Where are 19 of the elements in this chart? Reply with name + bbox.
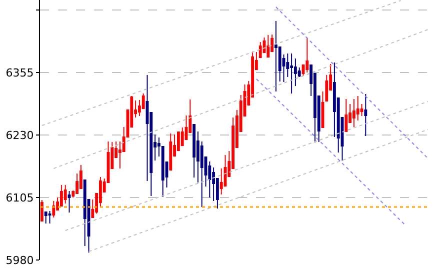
y-tick-label: 6355 [6, 66, 34, 80]
candlestick [40, 200, 44, 222]
candlestick [352, 98, 356, 128]
candlestick [290, 53, 294, 94]
candlestick [266, 34, 270, 58]
candlestick [344, 98, 348, 132]
y-tick-label: 5980 [6, 254, 34, 267]
y-tick-label: 6230 [6, 128, 34, 142]
candlestick [274, 20, 278, 92]
candlestick [48, 210, 52, 224]
candlestick [364, 94, 368, 136]
candlestick [68, 190, 71, 213]
candlestick [258, 42, 262, 58]
candlestick [64, 184, 67, 204]
y-tick-label: 6105 [6, 191, 34, 204]
candlestick [306, 37, 309, 73]
candlestick [44, 212, 48, 224]
candlestick [169, 133, 172, 170]
candlestick [60, 184, 63, 206]
